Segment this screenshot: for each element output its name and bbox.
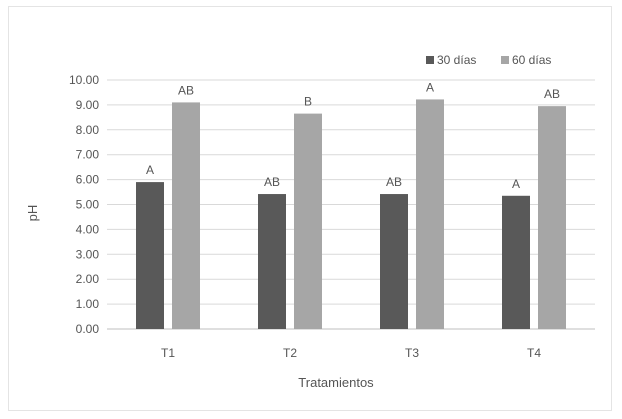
legend: 30 días 60 días	[426, 53, 551, 67]
y-tick-label: 6.00	[76, 173, 100, 187]
y-tick-label: 4.00	[76, 222, 100, 236]
x-tick-label: T4	[527, 346, 541, 360]
bar-significance-label: AB	[544, 87, 560, 101]
bar-30-dias-t3	[380, 194, 408, 329]
y-tick-label: 9.00	[76, 98, 100, 112]
legend-label-30: 30 días	[437, 53, 476, 67]
bar-labels: A AB AB B AB A A AB	[146, 80, 560, 190]
y-tick-label: 10.00	[69, 73, 99, 87]
y-tick-label: 8.00	[76, 123, 100, 137]
y-tick-label: 7.00	[76, 148, 100, 162]
bar-significance-label: A	[146, 163, 154, 177]
x-axis-title: Tratamientos	[298, 375, 374, 390]
y-axis-ticks: 0.00 1.00 2.00 3.00 4.00 5.00 6.00 7.00 8.00 9.00…	[69, 73, 99, 336]
bar-30-dias-t1	[136, 182, 164, 329]
legend-swatch-60	[501, 56, 509, 64]
bar-60-dias-t3	[416, 99, 444, 329]
bar-60-dias-t1	[172, 102, 200, 329]
bar-significance-label: AB	[178, 83, 194, 97]
y-tick-label: 3.00	[76, 247, 100, 261]
bar-significance-label: A	[512, 177, 520, 191]
bar-60-dias-t2	[294, 113, 322, 330]
bar-30-dias-t4	[502, 195, 530, 329]
y-tick-label: 2.00	[76, 272, 100, 286]
y-tick-label: 1.00	[76, 297, 100, 311]
x-tick-label: T3	[405, 346, 419, 360]
bars	[136, 99, 566, 330]
bar-significance-label: AB	[386, 175, 402, 189]
bar-significance-label: AB	[264, 175, 280, 189]
legend-swatch-30	[426, 56, 434, 64]
y-tick-label: 0.00	[76, 322, 100, 336]
x-tick-label: T1	[161, 346, 175, 360]
bar-30-dias-t2	[258, 194, 286, 329]
chart-frame: 0.00 1.00 2.00 3.00 4.00 5.00 6.00 7.00 8.00 9.00…	[8, 6, 612, 411]
y-tick-label: 5.00	[76, 198, 100, 212]
bar-significance-label: A	[426, 80, 434, 94]
bar-60-dias-t4	[538, 106, 566, 330]
bar-chart: 0.00 1.00 2.00 3.00 4.00 5.00 6.00 7.00 8.00 9.00…	[25, 53, 595, 390]
legend-label-60: 60 días	[512, 53, 551, 67]
x-tick-label: T2	[283, 346, 297, 360]
x-axis-ticks: T1 T2 T3 T4	[161, 346, 541, 360]
bar-significance-label: B	[304, 95, 312, 109]
y-axis-title: pH	[25, 205, 40, 222]
